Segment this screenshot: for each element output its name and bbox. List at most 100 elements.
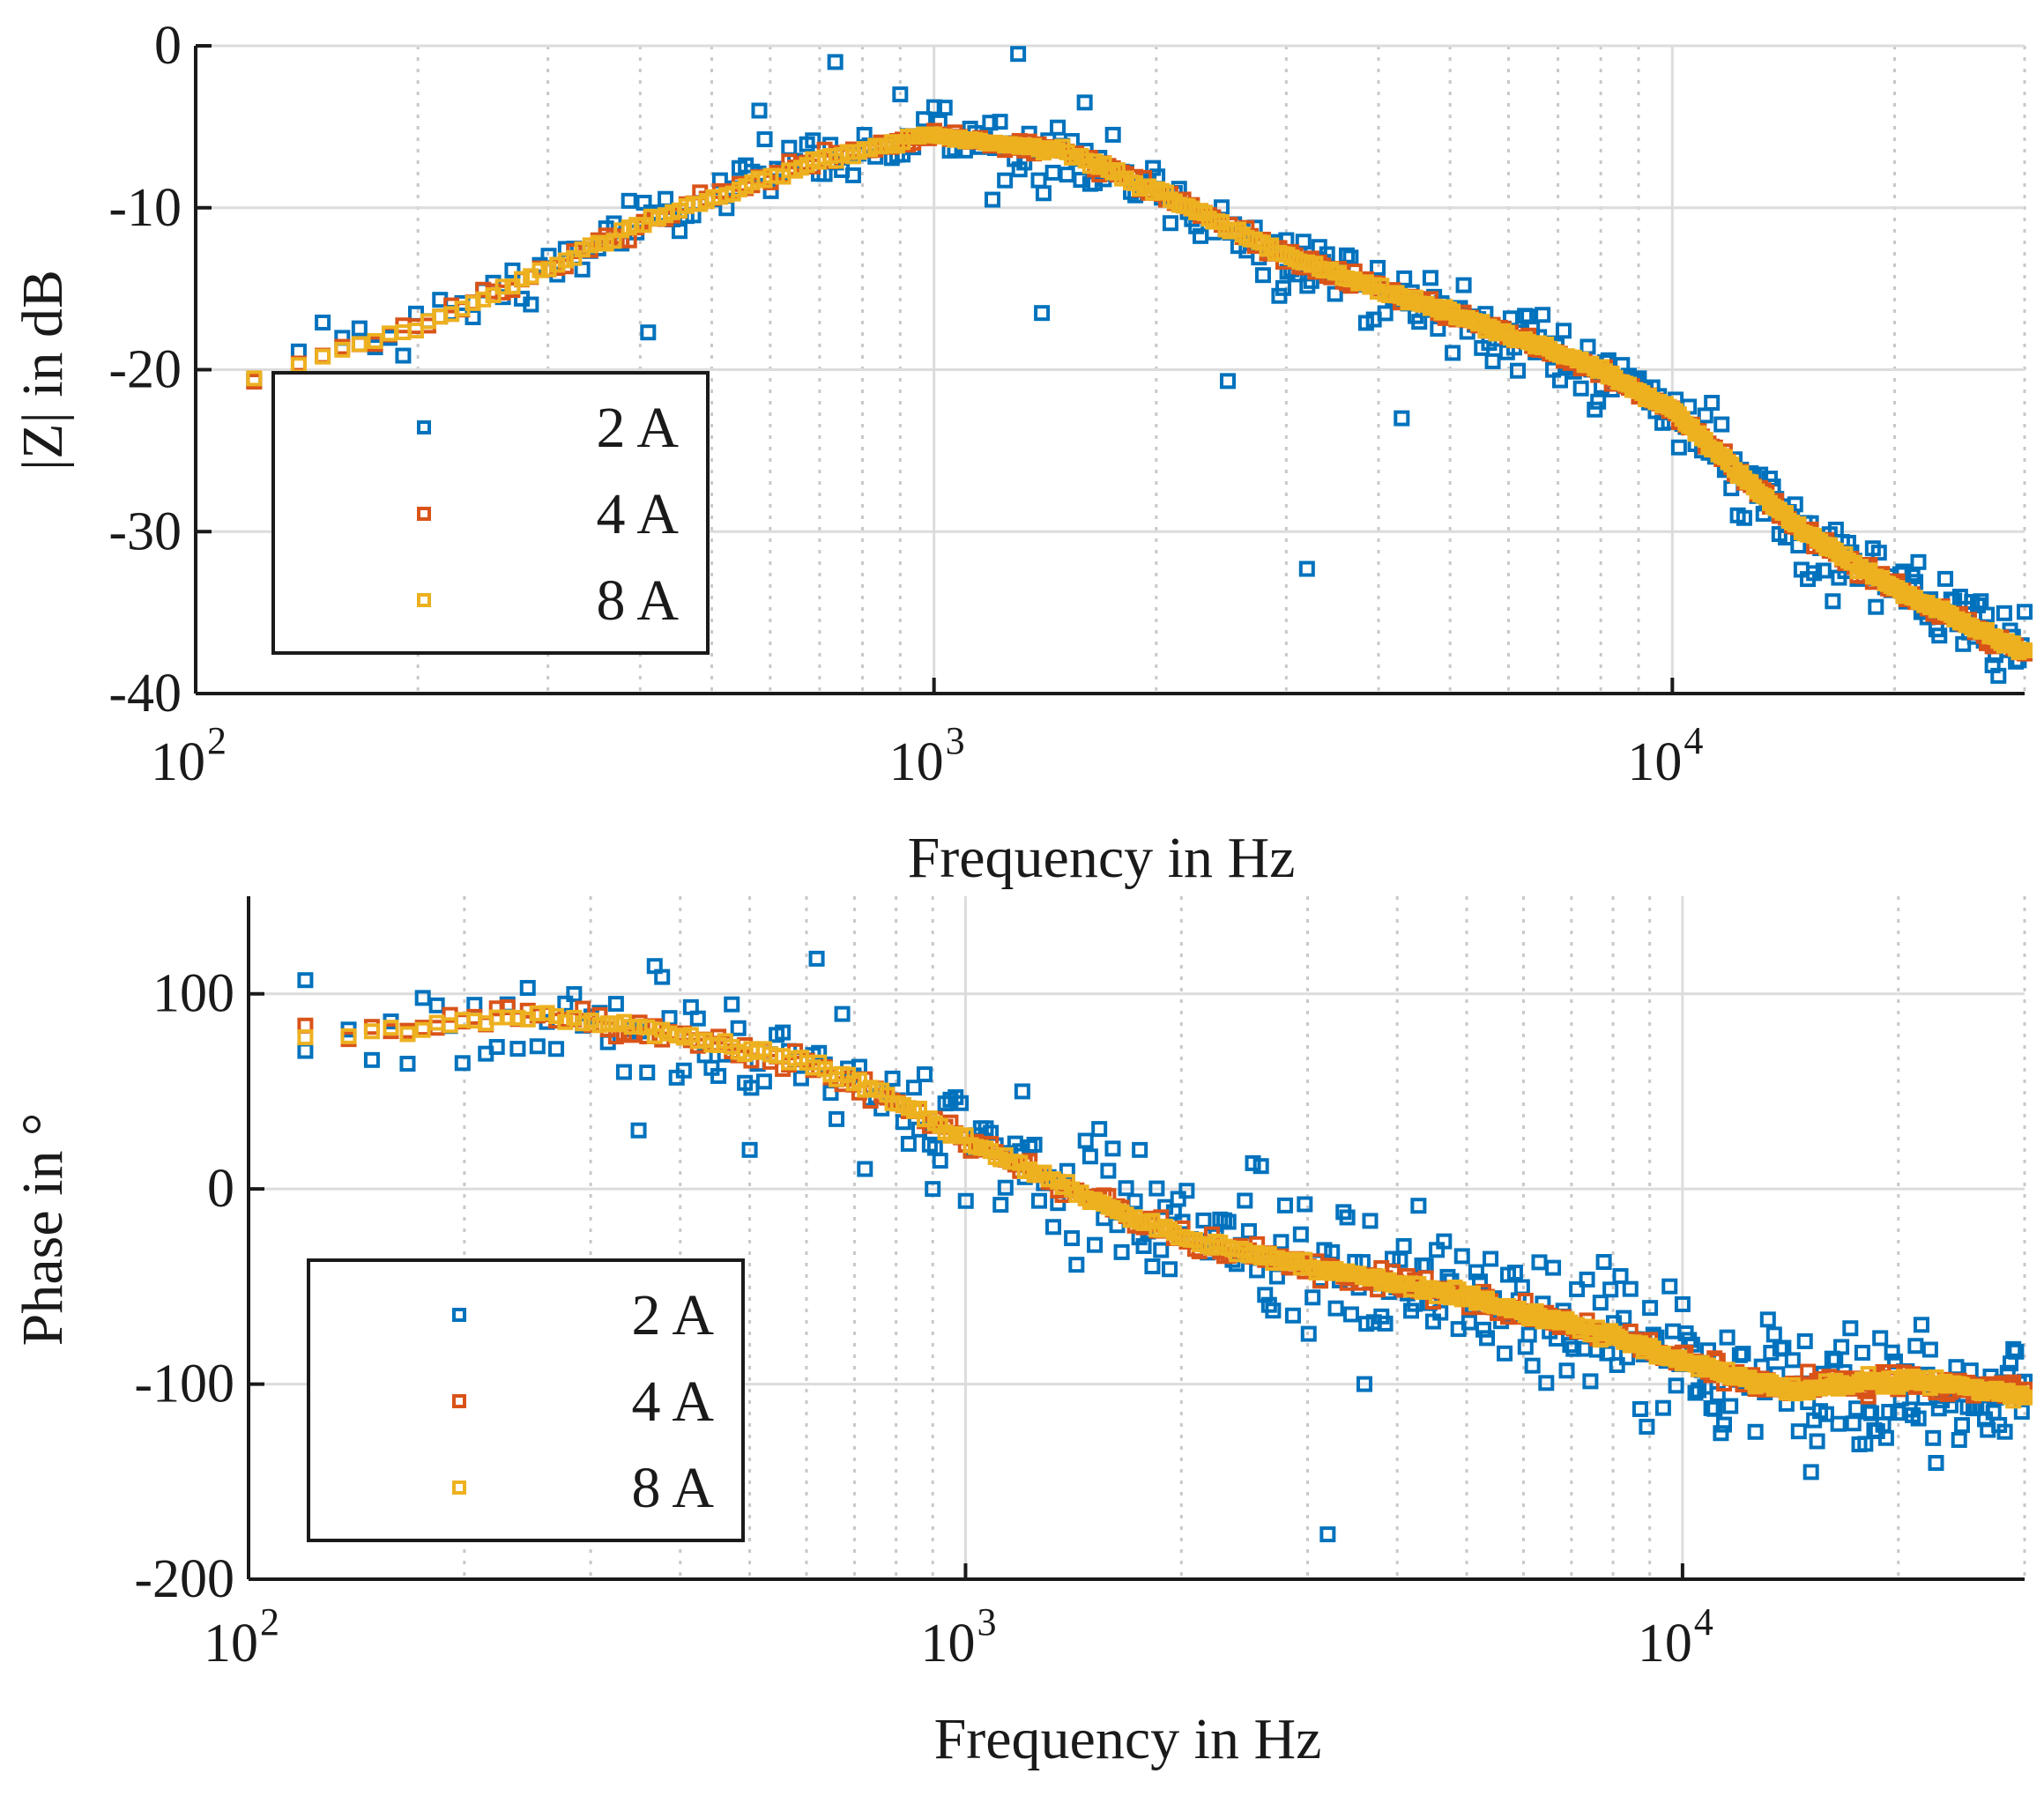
data-point: [1395, 1237, 1412, 1254]
data-point: [1479, 1330, 1496, 1347]
data-point: [1144, 1258, 1161, 1275]
data-point: [582, 237, 598, 254]
data-point: [1030, 1192, 1047, 1209]
legend-label: 4 A: [631, 1369, 714, 1434]
data-point: [1582, 1373, 1599, 1390]
data-point: [755, 1073, 772, 1090]
data-point: [351, 320, 368, 337]
data-point: [630, 1122, 647, 1139]
data-point: [1145, 160, 1162, 176]
data-point: [1579, 338, 1596, 355]
data-point: [1257, 1287, 1274, 1303]
data-point: [488, 1039, 505, 1056]
data-point: [1410, 1198, 1427, 1214]
data-point: [2005, 1340, 2022, 1357]
data-point: [297, 1029, 314, 1046]
data-point: [925, 99, 942, 115]
data-point: [1377, 1315, 1394, 1332]
y-tick-label: -200: [134, 1549, 234, 1609]
data-point: [509, 1041, 526, 1058]
data-point: [984, 191, 1000, 208]
data-point: [315, 314, 331, 330]
data-point: [1884, 1344, 1900, 1361]
data-point: [607, 1016, 624, 1033]
y-tick-label: -100: [134, 1354, 234, 1414]
data-point: [844, 167, 861, 183]
data-point: [1670, 439, 1687, 456]
data-point: [1845, 1415, 1862, 1432]
x-tick-label: 102: [204, 1600, 279, 1674]
data-point: [957, 1192, 974, 1209]
data-point: [246, 370, 263, 387]
data-point: [900, 1135, 917, 1152]
data-point: [1252, 1158, 1269, 1175]
data-point: [1298, 560, 1315, 577]
data-point: [566, 249, 583, 266]
data-point: [1445, 345, 1461, 361]
data-point: [1246, 231, 1263, 248]
legend-box: [271, 371, 710, 655]
data-point: [1342, 1306, 1359, 1323]
data-point: [1273, 1234, 1290, 1251]
data-point: [1996, 1423, 2013, 1440]
data-point: [1506, 1265, 1523, 1281]
x-tick-exponent: 2: [207, 719, 227, 762]
data-point: [741, 1141, 758, 1158]
data-point: [1706, 1400, 1723, 1417]
data-point: [1802, 1464, 1819, 1481]
data-point: [1254, 267, 1271, 284]
data-point: [829, 1110, 845, 1127]
data-point: [2013, 1385, 2030, 1402]
data-point: [363, 1051, 380, 1068]
data-point: [351, 336, 368, 353]
data-point: [574, 261, 591, 278]
data-point: [621, 192, 637, 209]
data-point: [1245, 1154, 1261, 1171]
data-point: [1759, 1311, 1776, 1328]
data-point: [1870, 545, 1887, 561]
legend-marker: [452, 1394, 466, 1408]
data-point: [1661, 1278, 1678, 1295]
data-point: [1716, 1416, 1733, 1433]
data-point: [1050, 119, 1067, 136]
data-point: [1622, 1280, 1639, 1297]
data-point: [1713, 1425, 1729, 1442]
data-point: [1339, 1209, 1356, 1226]
data-point: [1631, 1400, 1648, 1417]
data-point: [992, 1197, 1009, 1213]
data-point: [607, 996, 624, 1013]
data-point: [1035, 185, 1052, 202]
legend: 2 A 4 A 8 A: [307, 1258, 745, 1542]
data-point: [485, 286, 502, 303]
data-point: [499, 1009, 516, 1026]
data-point: [514, 271, 531, 287]
data-point: [383, 1020, 399, 1036]
legend-box: [307, 1258, 745, 1542]
data-point: [1260, 1246, 1277, 1263]
data-point: [992, 114, 1008, 130]
data-point: [465, 294, 481, 311]
data-point: [1010, 46, 1027, 63]
data-point: [1830, 1415, 1847, 1432]
data-point: [1990, 667, 2007, 684]
data-point: [710, 1067, 727, 1084]
data-point: [658, 190, 674, 207]
data-point: [1135, 1237, 1152, 1254]
legend-marker: [417, 593, 431, 607]
x-tick-exponent: 2: [260, 1600, 279, 1644]
data-point: [1091, 1121, 1108, 1138]
data-point: [574, 241, 591, 258]
data-point: [1030, 172, 1047, 189]
data-point: [1394, 410, 1410, 427]
data-point: [1275, 279, 1291, 296]
data-point: [640, 324, 657, 341]
data-point: [1969, 597, 1986, 613]
data-point: [408, 305, 425, 322]
data-point: [1292, 1226, 1309, 1243]
data-point: [1076, 94, 1093, 111]
data-point: [504, 262, 521, 278]
data-point: [1045, 1219, 1062, 1236]
data-point: [1747, 1423, 1764, 1440]
x-tick-label: 102: [151, 719, 227, 792]
data-point: [1735, 1346, 1751, 1362]
